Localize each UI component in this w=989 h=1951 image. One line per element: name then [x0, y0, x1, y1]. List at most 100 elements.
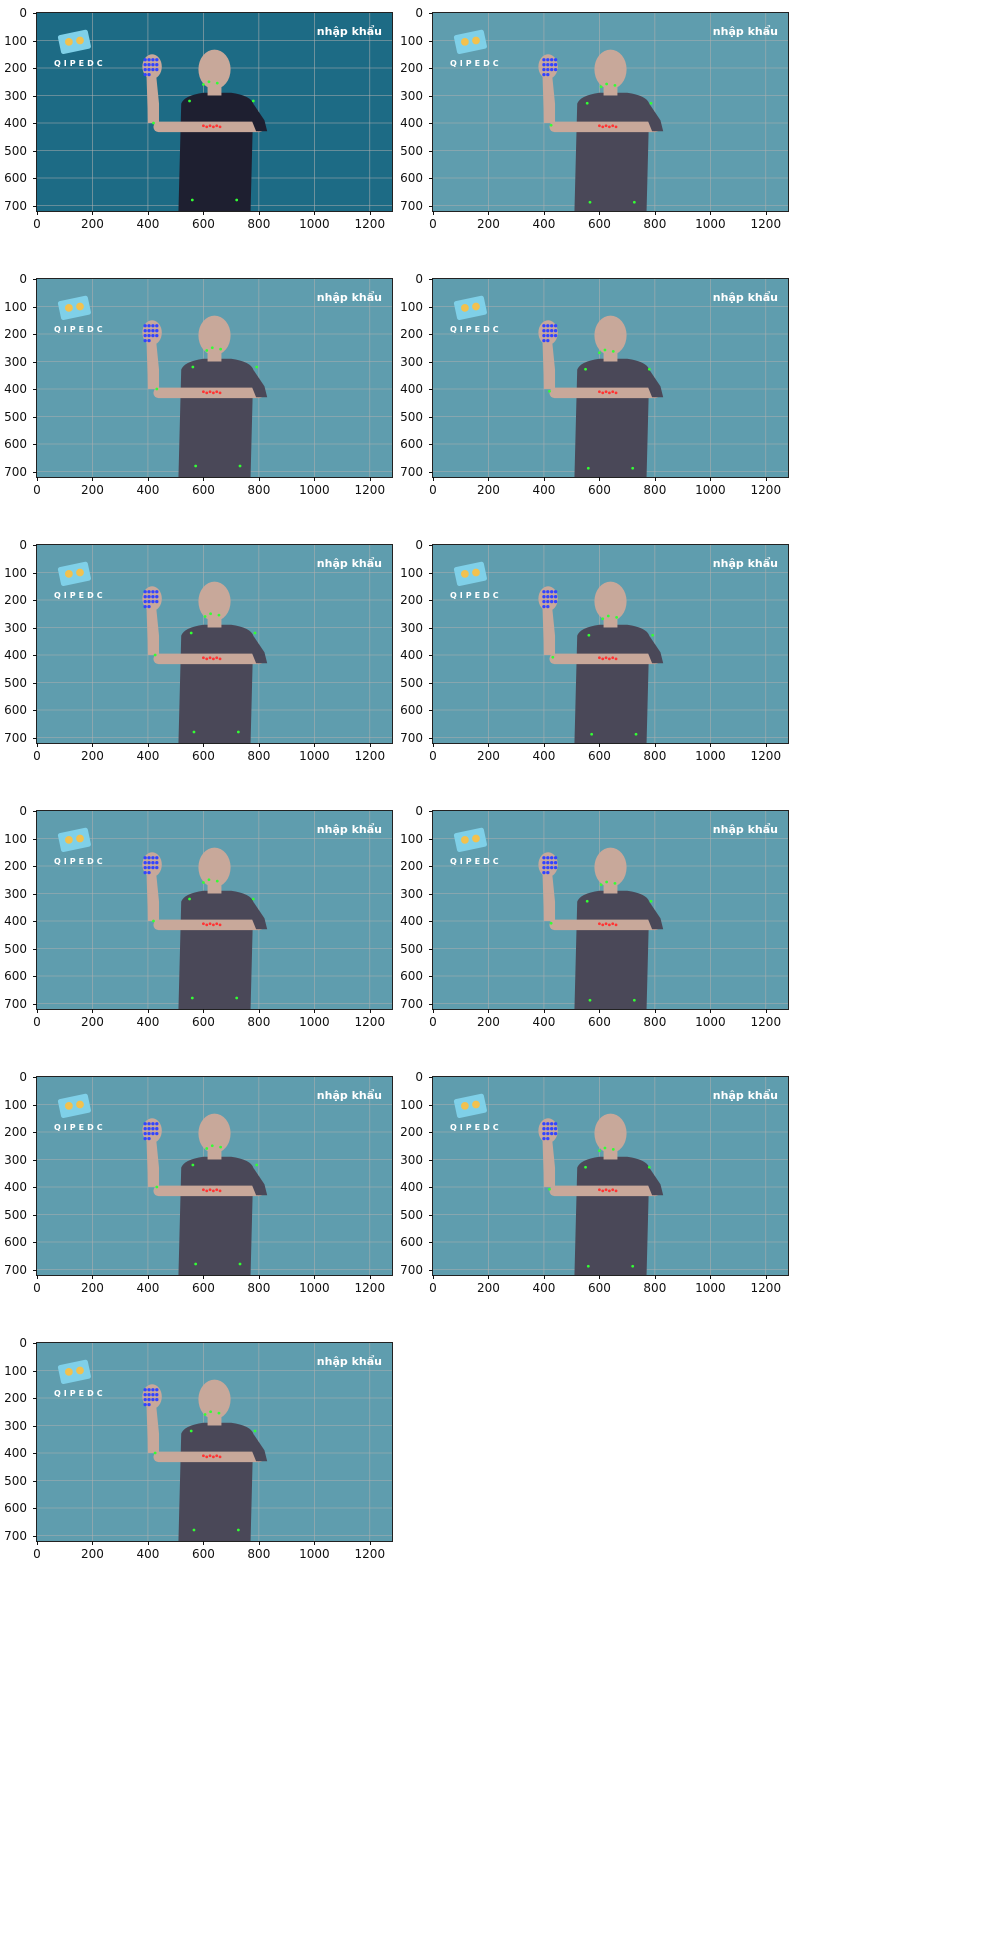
hand-landmark-blue: [147, 595, 151, 599]
y-tick-label: 400: [4, 648, 27, 662]
logo-text: QIPEDC: [54, 591, 106, 600]
x-tick-label: 0: [33, 483, 41, 497]
hand-landmark-blue: [542, 1122, 546, 1126]
y-tick-label: 500: [400, 143, 423, 158]
hand-landmark-blue: [147, 1132, 151, 1136]
hand-landmark-blue: [546, 590, 550, 594]
hand-landmark-blue: [550, 595, 554, 599]
y-tick-label: 100: [400, 299, 423, 314]
frame-panel-11: nhập khẩu QIPEDC 0 100 200 300 400 500 600 700 0 20…: [4, 1337, 393, 1560]
pose-keypoint: [584, 1165, 587, 1169]
x-tick-mark: [433, 743, 434, 747]
x-tick-mark: [369, 1009, 371, 1013]
y-tick-label: 0: [415, 1070, 423, 1084]
y-tick-label: 200: [4, 1125, 27, 1139]
x-tick-mark: [710, 477, 712, 481]
pose-keypoint: [190, 198, 194, 202]
y-tick-label: 400: [4, 1446, 27, 1460]
x-tick-mark: [710, 211, 712, 215]
logo-hand-left: [461, 570, 469, 578]
y-tick-mark: [33, 361, 37, 363]
hand-landmark-blue: [546, 334, 550, 338]
frame-image: [37, 811, 392, 1009]
hand-landmark-blue: [143, 1393, 147, 1397]
person-sleeve: [646, 1167, 664, 1196]
hand-landmark-red: [601, 657, 605, 661]
y-tick-label: 700: [4, 996, 27, 1011]
video-frame: nhập khẩu QIPEDC: [36, 544, 393, 744]
hand-landmark-blue: [143, 600, 147, 604]
person-sleeve: [250, 103, 268, 132]
logo-book: [57, 1359, 91, 1385]
x-tick-label: 800: [643, 1015, 667, 1029]
pose-keypoint: [255, 365, 259, 369]
y-tick-mark: [429, 1214, 433, 1216]
pose-keypoint: [235, 996, 239, 1000]
hand-landmark-red: [212, 657, 215, 661]
logo-hand-right: [76, 1100, 84, 1109]
x-tick-mark: [258, 211, 260, 215]
hand-landmark-blue: [155, 324, 159, 328]
y-tick-mark: [429, 444, 433, 445]
hand-landmark-blue: [155, 600, 159, 604]
pose-keypoint: [647, 1165, 651, 1169]
y-tick-label: 100: [4, 831, 27, 846]
x-tick-mark: [258, 1541, 260, 1545]
pose-keypoint: [586, 466, 590, 470]
y-tick-mark: [429, 710, 433, 711]
logo-text: QIPEDC: [450, 857, 502, 866]
x-tick-label: 200: [81, 217, 104, 231]
y-tick-mark: [33, 737, 37, 739]
y-tick-mark: [33, 1398, 37, 1399]
x-tick-mark: [433, 1009, 434, 1013]
y-tick-label: 600: [4, 171, 27, 185]
y-tick-mark: [33, 40, 37, 42]
hand-landmark-blue: [143, 324, 147, 328]
y-tick-label: 500: [4, 143, 27, 158]
x-tick-mark: [147, 211, 149, 215]
y-tick-label: 200: [4, 1391, 27, 1405]
person-torso: [178, 624, 254, 743]
hand-landmark-red: [215, 390, 219, 394]
person-raised-arm: [146, 1406, 160, 1453]
x-tick-mark: [433, 477, 434, 481]
person-forearms: [549, 1185, 661, 1197]
x-tick-mark: [654, 743, 656, 747]
hand-landmark-red: [215, 124, 219, 128]
hand-landmark-blue: [151, 595, 155, 599]
y-tick-label: 200: [4, 859, 27, 873]
pose-keypoint: [153, 653, 157, 657]
hand-landmark-blue: [143, 1132, 147, 1136]
y-tick-mark: [33, 545, 37, 546]
hand-landmark-blue: [542, 338, 546, 343]
frame-image: [433, 13, 788, 211]
hand-landmark-red: [208, 1188, 212, 1192]
hand-landmark-blue: [143, 590, 147, 594]
hand-landmark-red: [205, 125, 209, 129]
hand-landmark-blue: [553, 1122, 558, 1126]
x-tick-label: 800: [643, 1281, 667, 1295]
logo-hand-right: [76, 36, 84, 45]
y-tick-label: 100: [4, 299, 27, 314]
y-tick-mark: [429, 40, 433, 42]
person-torso: [574, 624, 650, 743]
pose-keypoint: [588, 200, 592, 204]
person-raised-arm: [146, 608, 160, 655]
x-tick-mark: [654, 1275, 656, 1279]
hand-landmark-blue: [147, 1402, 151, 1407]
hand-landmark-blue: [546, 72, 550, 77]
hand-landmark-blue: [147, 866, 151, 870]
logo-book: [453, 1093, 487, 1119]
y-tick-label: 100: [400, 831, 423, 846]
frame-image: [433, 811, 788, 1009]
pose-keypoint: [190, 996, 194, 1000]
hand-landmark-blue: [147, 68, 151, 72]
logo-text: QIPEDC: [54, 1389, 106, 1398]
hand-landmark-blue: [151, 1122, 155, 1126]
pose-keypoint: [631, 466, 635, 470]
hand-landmark-blue: [553, 595, 558, 599]
pose-keypoint: [548, 1187, 551, 1191]
x-tick-mark: [203, 1275, 205, 1279]
person-torso: [574, 92, 650, 211]
person-head: [198, 581, 231, 622]
